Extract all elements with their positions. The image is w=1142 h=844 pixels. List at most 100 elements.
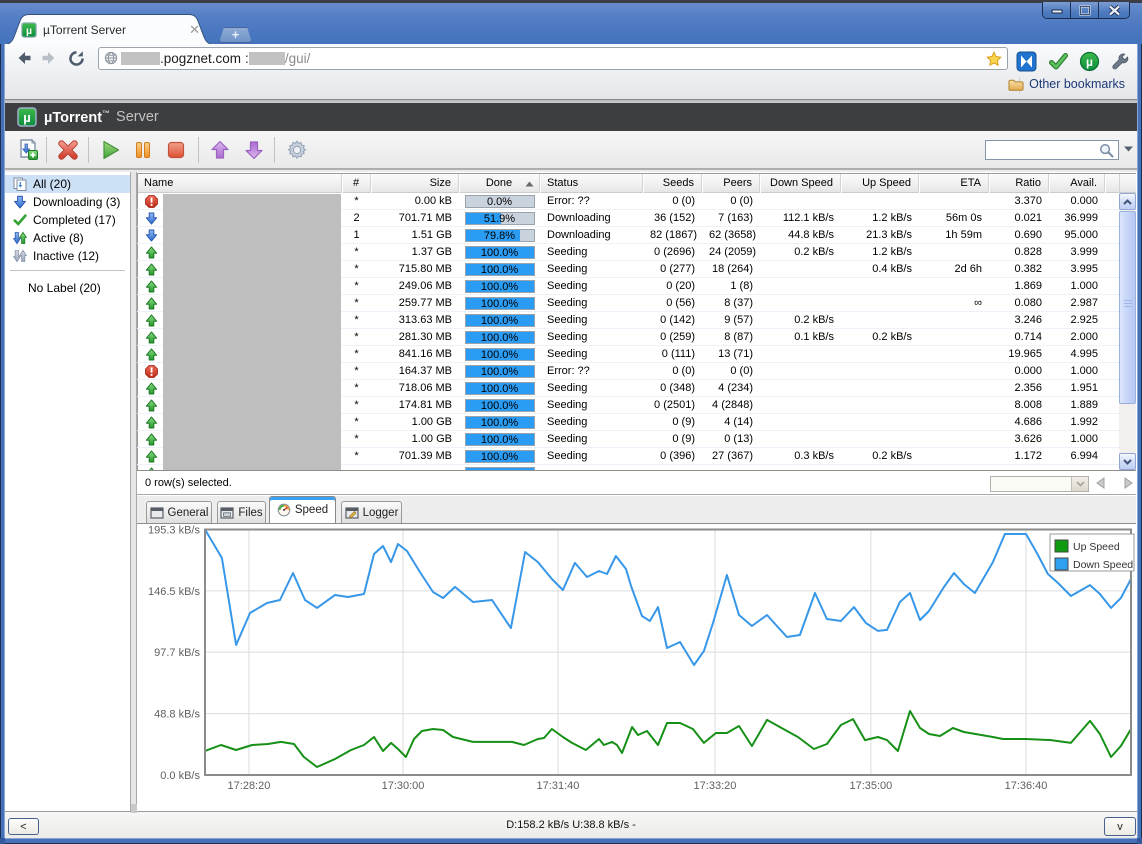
column-header-seeds[interactable]: Seeds <box>643 174 702 193</box>
cell-seeds: 0 (277) <box>660 263 695 275</box>
sidebar-item-active[interactable]: Active (8) <box>5 229 130 247</box>
extension-xmarks-button[interactable] <box>1014 50 1038 72</box>
cell-status: Error: ?? <box>547 365 590 377</box>
forward-button[interactable] <box>37 47 61 69</box>
tab-speed[interactable]: Speed <box>269 496 336 523</box>
torrent-row[interactable]: * 715.80 MB 100.0% Seeding 0 (277) 18 (264) 0.… <box>137 261 1119 278</box>
queue-down-button[interactable] <box>242 138 266 162</box>
maximize-button[interactable] <box>1071 2 1099 18</box>
scroll-down-button[interactable] <box>1119 453 1136 470</box>
svg-text:17:30:00: 17:30:00 <box>382 780 425 792</box>
queue-up-button[interactable] <box>208 138 232 162</box>
extension-utorrent-button[interactable] <box>1077 50 1101 72</box>
window-titlebar[interactable]: µTorrent Server ✕ + <box>0 0 1142 45</box>
cell-done: 79.8% <box>459 227 540 243</box>
sidebar-item-all[interactable]: All (20) <box>5 175 130 193</box>
back-button[interactable] <box>12 47 36 69</box>
extension-check-button[interactable] <box>1046 50 1070 72</box>
table-scrollbar[interactable] <box>1119 193 1136 470</box>
page-select-arrow[interactable] <box>1071 477 1088 491</box>
search-icon[interactable] <box>1098 142 1115 159</box>
tab-logger[interactable]: Logger <box>341 501 402 523</box>
column-header-up[interactable]: Up Speed <box>841 174 919 193</box>
column-header-peers[interactable]: Peers <box>702 174 760 193</box>
sidebar-item-no-label[interactable]: No Label (20) <box>28 281 101 295</box>
torrent-row[interactable]: * 313.63 MB 100.0% Seeding 0 (142) 9 (57) 0.2 … <box>137 312 1119 329</box>
torrent-row[interactable]: * 1.00 GB 100.0% Seeding 0 (9) 0 (13) 3.626 1.0… <box>137 431 1119 448</box>
torrent-row[interactable]: * 164.37 MB 100.0% Error: ?? 0 (0) 0 (0) 0.000… <box>137 363 1119 380</box>
torrent-row[interactable]: * 1.37 GB 100.0% Seeding 0 (2696) 24 (2059) 0.… <box>137 244 1119 261</box>
browser-tab[interactable]: µTorrent Server ✕ <box>2 14 216 45</box>
pause-button[interactable] <box>131 138 155 162</box>
torrent-row[interactable]: * 259.77 MB 100.0% Seeding 0 (56) 8 (37) ∞ 0.08… <box>137 295 1119 312</box>
page-select[interactable] <box>990 476 1089 492</box>
torrent-row[interactable]: 1 1.51 GB 79.8% Downloading 82 (1867) 62 (365… <box>137 227 1119 244</box>
sidebar-item-inactive[interactable]: Inactive (12) <box>5 247 130 265</box>
remove-button[interactable] <box>56 138 80 162</box>
cell-peers: 4 (234) <box>718 382 753 394</box>
search-dropdown-icon[interactable] <box>1123 145 1134 153</box>
torrent-row[interactable]: * 841.16 MB 100.0% Seeding 0 (111) 13 (71) 19.… <box>137 346 1119 363</box>
cell-eta <box>919 329 989 345</box>
column-header-ratio[interactable]: Ratio <box>989 174 1049 193</box>
prev-page-button[interactable] <box>1095 477 1106 489</box>
reload-button[interactable] <box>64 47 88 69</box>
cell-size: 1.00 GB <box>411 416 452 428</box>
close-button[interactable] <box>1099 2 1129 18</box>
torrent-row[interactable] <box>137 465 1119 470</box>
torrent-row[interactable]: * 174.81 MB 100.0% Seeding 0 (2501) 4 (2848) 8… <box>137 397 1119 414</box>
column-header-avail[interactable]: Avail. <box>1049 174 1105 193</box>
url-host: .pogznet.com <box>160 50 242 66</box>
tab-files[interactable]: Files <box>217 501 266 523</box>
sidebar-splitter[interactable] <box>131 172 137 813</box>
scroll-up-button[interactable] <box>1119 193 1136 210</box>
statusbar-left-button[interactable]: < <box>8 818 39 835</box>
tab-general[interactable]: General <box>146 501 212 523</box>
tab-close-icon[interactable]: ✕ <box>189 21 200 37</box>
column-header-done[interactable]: Done <box>459 174 540 193</box>
search-input[interactable] <box>988 142 1094 158</box>
column-header-num[interactable]: # <box>342 174 371 193</box>
cell-num: * <box>354 433 359 445</box>
column-header-size[interactable]: Size <box>371 174 459 193</box>
cell-eta: 56m 0s <box>945 212 982 224</box>
column-header-down[interactable]: Down Speed <box>760 174 841 193</box>
torrent-row[interactable]: * 718.06 MB 100.0% Seeding 0 (348) 4 (234) 2.3… <box>137 380 1119 397</box>
torrent-row[interactable]: * 1.00 GB 100.0% Seeding 0 (9) 4 (14) 4.686 1.9… <box>137 414 1119 431</box>
cell-num: * <box>354 348 359 360</box>
add-torrent-icon <box>16 138 40 162</box>
column-header-status[interactable]: Status <box>540 174 643 193</box>
remove-icon <box>56 138 80 162</box>
cell-seeds: 82 (1867) <box>650 229 698 241</box>
torrent-row[interactable]: 2 701.71 MB 51.9% Downloading 36 (152) 7 (163… <box>137 210 1119 227</box>
done-percent-label: 100.0% <box>480 264 519 276</box>
next-page-button[interactable] <box>1123 477 1134 489</box>
sidebar-item-completed[interactable]: Completed (17) <box>5 211 130 229</box>
settings-button[interactable] <box>285 138 309 162</box>
statusbar-right-button[interactable]: v <box>1104 817 1136 836</box>
cell-up <box>841 414 919 430</box>
cell-num: * <box>354 416 359 428</box>
bookmark-star-icon[interactable] <box>986 51 1002 67</box>
column-header-name[interactable]: Name <box>137 174 342 193</box>
sidebar-splitter-grip[interactable] <box>131 804 137 813</box>
cell-peers: 62 (3658) <box>709 229 757 241</box>
scrollbar-thumb[interactable] <box>1119 211 1136 404</box>
add-torrent-button[interactable] <box>16 138 40 162</box>
minimize-button[interactable] <box>1043 2 1071 18</box>
start-button[interactable] <box>98 138 122 162</box>
torrent-row[interactable]: * 0.00 kB 0.0% Error: ?? 0 (0) 0 (0) 3.370 0.00… <box>137 193 1119 210</box>
cell-done: 0.0% <box>459 193 540 209</box>
stop-button[interactable] <box>164 138 188 162</box>
new-tab-button[interactable]: + <box>219 27 252 43</box>
cell-status: Seeding <box>547 382 588 394</box>
browser-menu-button[interactable] <box>1108 50 1132 72</box>
address-bar[interactable]: .pogznet.com: /gui/ <box>98 46 1008 70</box>
sidebar-item-downloading[interactable]: Downloading (3) <box>5 193 130 211</box>
other-bookmarks-button[interactable]: Other bookmarks <box>1008 77 1125 91</box>
column-header-eta[interactable]: ETA <box>919 174 989 193</box>
column-header-filler[interactable] <box>1105 174 1120 193</box>
torrent-row[interactable]: * 249.06 MB 100.0% Seeding 0 (20) 1 (8) 1.869 1… <box>137 278 1119 295</box>
torrent-row[interactable]: * 281.30 MB 100.0% Seeding 0 (259) 8 (87) 0.1 … <box>137 329 1119 346</box>
torrent-row[interactable]: * 701.39 MB 100.0% Seeding 0 (396) 27 (367) 0.… <box>137 448 1119 465</box>
